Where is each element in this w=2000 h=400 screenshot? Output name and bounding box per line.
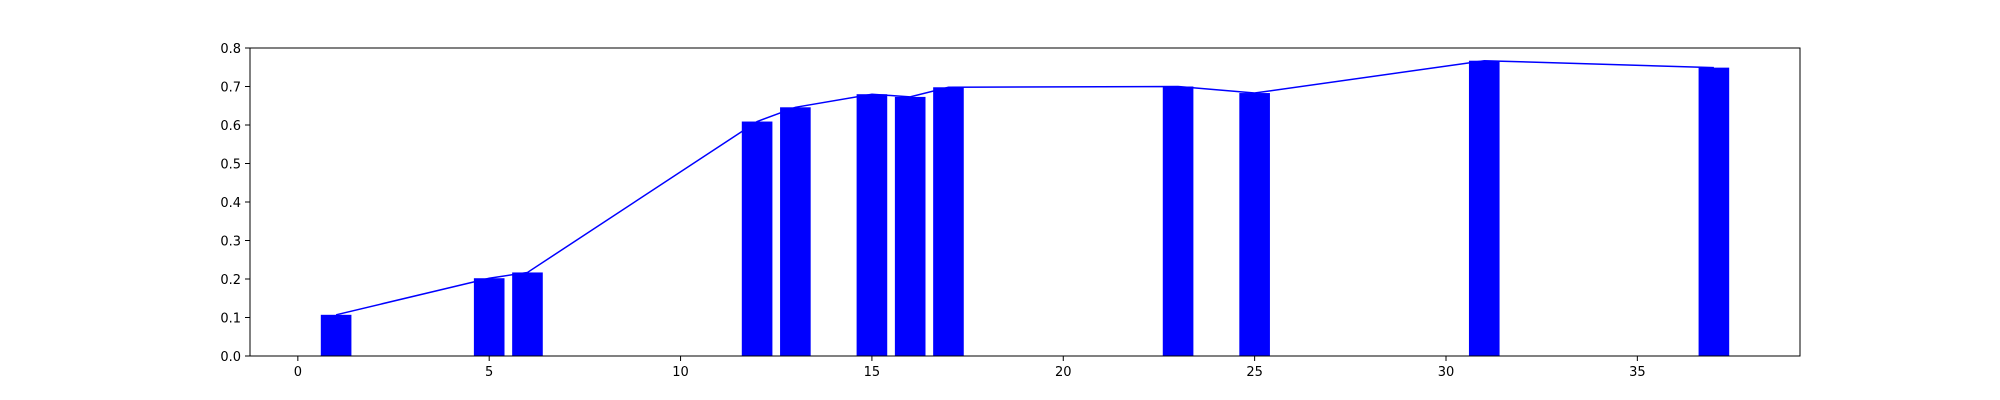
y-tick-label: 0.7 [220, 81, 241, 96]
series-line [335, 59, 1714, 316]
bar [1162, 86, 1194, 356]
x-tick-label: 0 [294, 365, 302, 380]
x-tick-label: 15 [864, 365, 881, 380]
x-tick-label: 25 [1246, 365, 1263, 380]
bar [512, 272, 543, 356]
bar [780, 107, 811, 356]
y-tick-label: 0.0 [220, 350, 241, 365]
x-tick-label: 35 [1629, 365, 1646, 380]
bar [933, 87, 964, 357]
x-tick-label: 30 [1438, 365, 1455, 380]
bar [856, 94, 888, 356]
x-tick-label: 5 [485, 365, 493, 380]
y-tick-label: 0.1 [220, 312, 241, 327]
y-axis: 0.0 0.1 0.2 0.3 0.4 0.5 0.6 0.7 0.8 [220, 42, 250, 365]
y-tick-label: 0.6 [220, 119, 241, 134]
y-tick-label: 0.4 [220, 196, 241, 211]
y-tick-label: 0.3 [220, 235, 241, 250]
bar [473, 278, 505, 356]
y-tick-label: 0.8 [220, 42, 241, 57]
x-tick-label: 10 [672, 365, 689, 380]
y-tick-label: 0.5 [220, 158, 241, 173]
bar [1239, 93, 1270, 357]
bar-group [320, 60, 1730, 357]
x-axis: 0 5 10 15 20 25 30 35 [294, 356, 1646, 380]
bar [1468, 60, 1500, 356]
line-group [335, 59, 1714, 316]
bar [320, 314, 352, 356]
bar [894, 96, 926, 357]
bar [741, 121, 773, 356]
y-tick-label: 0.2 [220, 273, 241, 288]
x-tick-label: 20 [1055, 365, 1072, 380]
bar [1698, 67, 1730, 356]
